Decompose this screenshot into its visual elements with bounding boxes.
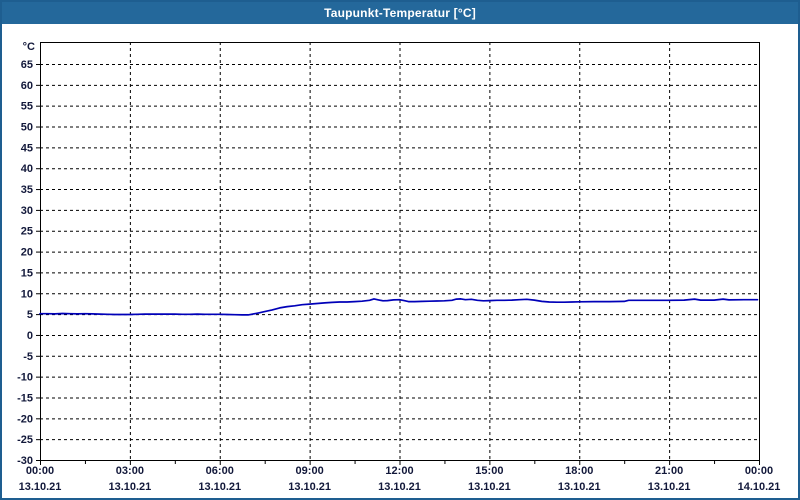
- x-tick-time-label: 18:00: [565, 465, 593, 477]
- y-tick-label: 20: [21, 247, 33, 259]
- x-tick-time-label: 09:00: [296, 465, 324, 477]
- y-tick-label: 25: [21, 226, 33, 238]
- y-tick-label: -5: [23, 351, 33, 363]
- x-tick-date-label: 13.10.21: [288, 481, 331, 493]
- y-tick-label: 65: [21, 59, 33, 71]
- y-tick-label: -15: [17, 392, 33, 404]
- y-tick-label: -25: [17, 434, 33, 446]
- x-tick-date-label: 13.10.21: [198, 481, 241, 493]
- x-tick-time-label: 06:00: [206, 465, 234, 477]
- x-tick-date-label: 13.10.21: [648, 481, 691, 493]
- y-tick-label: 15: [21, 267, 33, 279]
- y-tick-label: 0: [27, 330, 33, 342]
- dewpoint-line-chart: 65605550454035302520151050-5-10-15-20-25…: [17, 41, 781, 493]
- x-axis-ticks: [40, 460, 760, 465]
- x-tick-time-label: 15:00: [475, 465, 503, 477]
- y-tick-label: 50: [21, 122, 33, 134]
- x-tick-date-label: 13.10.21: [378, 481, 421, 493]
- y-tick-label: 10: [21, 288, 33, 300]
- window-title: Taupunkt-Temperatur [°C]: [324, 6, 476, 20]
- x-tick-date-label: 14.10.21: [738, 481, 781, 493]
- y-tick-label: 60: [21, 80, 33, 92]
- y-tick-label: -20: [17, 413, 33, 425]
- x-tick-time-label: 12:00: [385, 465, 413, 477]
- y-axis-ticks: [36, 64, 40, 461]
- x-tick-date-label: 13.10.21: [19, 481, 62, 493]
- x-tick-date-label: 13.10.21: [468, 481, 511, 493]
- x-tick-time-label: 21:00: [655, 465, 683, 477]
- x-tick-date-label: 13.10.21: [558, 481, 601, 493]
- y-tick-label: 40: [21, 163, 33, 175]
- x-tick-date-label: 13.10.21: [108, 481, 151, 493]
- y-tick-label: 35: [21, 184, 33, 196]
- y-tick-label: 55: [21, 101, 33, 113]
- window-titlebar[interactable]: Taupunkt-Temperatur [°C]: [2, 2, 798, 24]
- x-tick-time-label: 03:00: [116, 465, 144, 477]
- y-axis-labels: 65605550454035302520151050-5-10-15-20-25…: [17, 41, 35, 467]
- y-tick-label: 5: [27, 309, 33, 321]
- y-tick-label: -30: [17, 455, 33, 467]
- dewpoint-series-line: [39, 298, 759, 316]
- x-tick-time-label: 00:00: [745, 465, 773, 477]
- y-tick-label: 30: [21, 205, 33, 217]
- x-tick-time-label: 00:00: [26, 465, 54, 477]
- y-tick-label: -10: [17, 372, 33, 384]
- x-axis-labels: 00:00 13.10.21 03:00 13.10.21 06:00 13.10.21 0…: [19, 465, 781, 493]
- vertical-gridlines: [129, 42, 671, 460]
- y-axis-unit-label: °C: [23, 41, 35, 53]
- y-tick-label: 45: [21, 142, 33, 154]
- chart-content: 65 60 55 50 45 40 35 30 25 20 15 10 5 0 -5 -10 -15 -20 -25…: [2, 24, 798, 498]
